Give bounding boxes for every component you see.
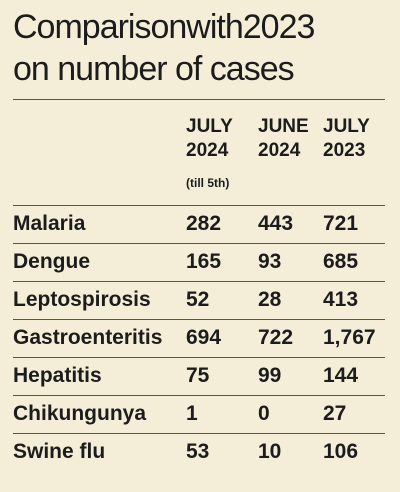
cell-6-2: 106 (323, 440, 359, 463)
row-label-6: Swine flu (13, 440, 106, 463)
cell-0-1: 443 (258, 212, 294, 235)
cell-4-2: 144 (323, 364, 359, 387)
column-header-2-line2: 2023 (323, 140, 366, 161)
row-label-4: Hepatitis (13, 364, 102, 387)
cell-4-1: 99 (258, 364, 282, 387)
row-label-0: Malaria (13, 212, 86, 235)
cell-3-0: 694 (186, 326, 222, 349)
title-rule (13, 99, 385, 100)
column-header-1: JUNE 2024 (258, 115, 309, 163)
row-divider-4 (13, 395, 385, 396)
column-header-1-line2: 2024 (258, 140, 301, 161)
row-label-1: Dengue (13, 250, 91, 273)
column-header-0: JULY 2024 (186, 115, 233, 163)
row-label-3: Gastroenteritis (13, 326, 163, 349)
row-divider-1 (13, 281, 385, 282)
cell-0-0: 282 (186, 212, 222, 235)
cell-2-1: 28 (258, 288, 282, 311)
cell-5-1: 0 (258, 402, 270, 425)
cell-0-2: 721 (323, 212, 359, 235)
row-divider-3 (13, 357, 385, 358)
cell-6-1: 10 (258, 440, 282, 463)
title-line-2: on number of cases (13, 50, 295, 88)
column-header-0-note: (till 5th) (186, 176, 230, 190)
column-header-0-line2: 2024 (186, 140, 229, 161)
row-divider-5 (13, 433, 385, 434)
cell-3-2: 1,767 (323, 326, 376, 349)
cell-2-0: 52 (186, 288, 210, 311)
cell-1-1: 93 (258, 250, 282, 273)
row-divider-0 (13, 243, 385, 244)
cell-5-2: 27 (323, 402, 347, 425)
row-label-2: Leptospirosis (13, 288, 151, 311)
column-header-2-line1: JULY (323, 116, 370, 137)
cell-1-2: 685 (323, 250, 359, 273)
row-divider-2 (13, 319, 385, 320)
row-label-5: Chikungunya (13, 402, 147, 425)
cell-5-0: 1 (186, 402, 198, 425)
cell-3-1: 722 (258, 326, 294, 349)
header-rule (13, 205, 385, 206)
column-header-2: JULY 2023 (323, 115, 370, 163)
cell-6-0: 53 (186, 440, 210, 463)
table-title: Comparisonwith2023 on number of cases (13, 6, 393, 90)
cell-4-0: 75 (186, 364, 210, 387)
column-header-0-line1: JULY (186, 116, 233, 137)
cell-2-2: 413 (323, 288, 359, 311)
column-header-1-line1: JUNE (258, 116, 309, 137)
title-line-1: Comparisonwith2023 (13, 8, 315, 46)
cell-1-0: 165 (186, 250, 222, 273)
